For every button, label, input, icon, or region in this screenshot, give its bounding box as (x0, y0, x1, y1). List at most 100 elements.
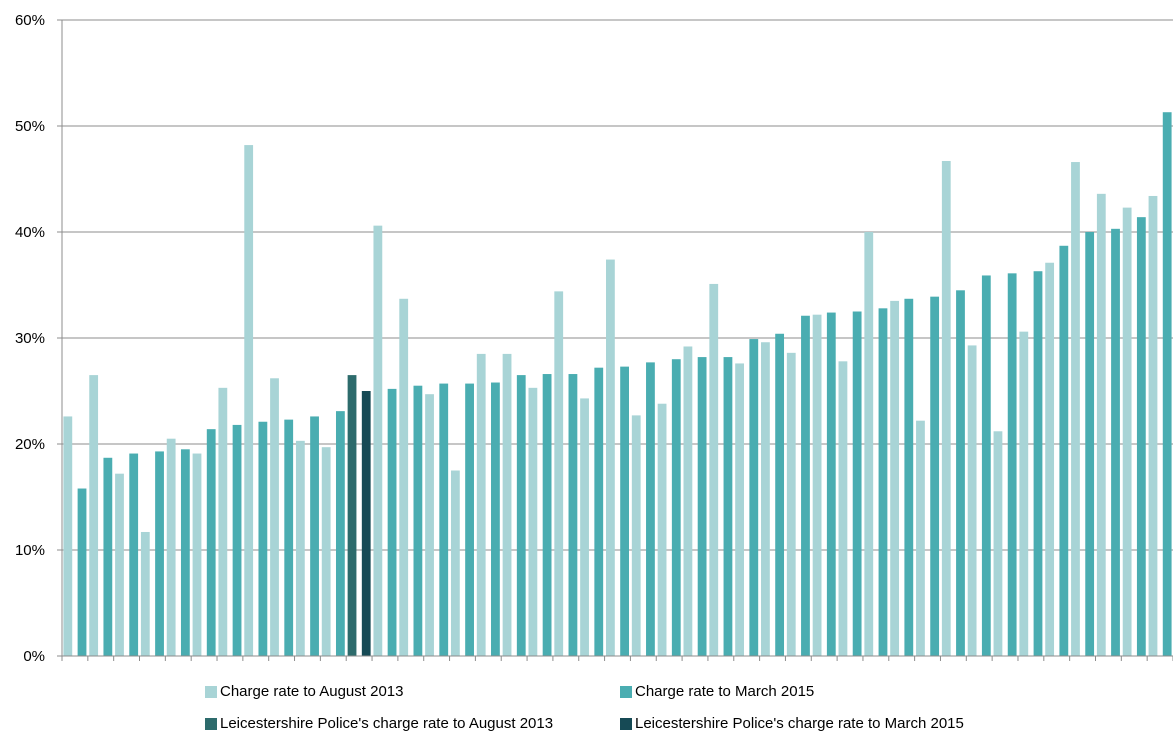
bar-august-2013 (631, 415, 641, 656)
bar-august-2013 (916, 420, 925, 656)
legend-swatch-march-2015 (620, 685, 632, 698)
bar-august-2013 (1045, 262, 1055, 656)
bar-august-2013 (373, 225, 383, 656)
bar-august-2013 (864, 232, 874, 656)
bar-march-2015 (697, 357, 707, 656)
bar-august-2013 (941, 160, 951, 657)
bar-march-2015 (542, 374, 552, 656)
bar-march-2015 (904, 298, 914, 656)
bar-march-2015 (749, 339, 759, 656)
y-tick-label: 20% (15, 436, 45, 453)
bar-august-2013 (270, 378, 279, 656)
bar-august-2013 (1019, 331, 1029, 656)
bar-march-2015 (594, 367, 604, 656)
bar-march-2015 (103, 457, 113, 656)
bar-august-2013 (735, 363, 744, 656)
bar-march-2015 (284, 419, 294, 656)
gridlines (62, 19, 1173, 551)
bar-august-2013 (399, 298, 409, 656)
bar-march-2015 (413, 385, 423, 656)
bar-march-2015 (129, 453, 139, 656)
bar-august-2013 (528, 387, 538, 656)
bar-march-2015 (620, 366, 629, 656)
bar-march-2015 (155, 451, 164, 656)
bar-august-2013 (683, 346, 693, 656)
bar-august-2013 (192, 453, 202, 656)
bar-august-2013 (890, 300, 900, 656)
bar-august-2013 (450, 470, 460, 656)
bar-august-2013 (580, 398, 589, 656)
legend-item-august-2013: Charge rate to August 2013 (205, 683, 403, 700)
legend-swatch-august-2013 (205, 685, 217, 698)
bar-leicestershire-march-2015 (361, 391, 371, 656)
bar-march-2015 (439, 383, 449, 656)
bar-august-2013 (709, 283, 719, 656)
legend-label-march-2015: Charge rate to March 2015 (635, 683, 815, 700)
bar-march-2015 (646, 362, 655, 656)
bar-march-2015 (1162, 112, 1172, 657)
bar-august-2013 (63, 416, 73, 656)
bar-march-2015 (801, 315, 810, 656)
bar-august-2013 (606, 259, 615, 656)
bar-march-2015 (465, 383, 474, 656)
bar-august-2013 (140, 531, 150, 656)
bar-march-2015 (826, 312, 836, 656)
bar-august-2013 (502, 353, 512, 656)
bar-august-2013 (1148, 195, 1158, 656)
y-tick-label: 60% (15, 12, 45, 29)
y-tick-label: 10% (15, 542, 45, 559)
bar-august-2013 (967, 345, 977, 656)
bar-march-2015 (1033, 271, 1043, 656)
legend-label-august-2013: Charge rate to August 2013 (220, 683, 404, 700)
bar-august-2013 (993, 431, 1003, 656)
bar-august-2013 (115, 473, 124, 656)
bar-august-2013 (218, 387, 228, 656)
legend-item-march-2015: Charge rate to March 2015 (620, 683, 814, 700)
bar-march-2015 (1136, 217, 1146, 656)
bar-august-2013 (812, 314, 822, 656)
y-tick-label: 0% (23, 648, 45, 665)
bar-march-2015 (516, 375, 526, 656)
legend-item-leicestershire-august-2013: Leicestershire Police's charge rate to A… (205, 715, 553, 732)
y-tick-label: 50% (15, 118, 45, 135)
bar-august-2013 (657, 403, 667, 656)
bar-march-2015 (232, 424, 242, 656)
bar-march-2015 (568, 374, 578, 656)
bar-leicestershire-august-2013 (347, 375, 357, 656)
bar-august-2013 (1122, 207, 1132, 656)
legend-label-leicestershire-august-2013: Leicestershire Police's charge rate to A… (220, 715, 554, 732)
bar-march-2015 (981, 275, 991, 656)
bar-august-2013 (89, 375, 99, 656)
bar-march-2015 (1059, 245, 1069, 656)
bar-august-2013 (321, 447, 331, 656)
bar-march-2015 (206, 429, 216, 656)
bar-march-2015 (491, 382, 500, 656)
bar-march-2015 (387, 388, 397, 656)
bar-march-2015 (723, 357, 733, 656)
bar-march-2015 (775, 333, 785, 656)
y-tick-label: 40% (15, 224, 45, 241)
bar-march-2015 (1111, 228, 1120, 656)
bar-august-2013 (761, 342, 770, 656)
bar-march-2015 (335, 411, 345, 656)
bar-march-2015 (671, 359, 681, 656)
bar-march-2015 (310, 416, 319, 656)
bar-march-2015 (1085, 232, 1095, 656)
bar-march-2015 (956, 290, 965, 656)
bar-march-2015 (852, 311, 862, 656)
bar-august-2013 (554, 291, 564, 656)
bar-march-2015 (180, 449, 190, 656)
legend-item-leicestershire-march-2015: Leicestershire Police's charge rate to M… (620, 715, 964, 732)
bar-august-2013 (1096, 193, 1106, 656)
bar-august-2013 (1071, 162, 1080, 657)
bar-august-2013 (476, 353, 486, 656)
bar-august-2013 (295, 440, 305, 656)
bar-march-2015 (878, 308, 888, 656)
bar-march-2015 (77, 488, 87, 656)
bar-march-2015 (1007, 273, 1017, 656)
axes: 0% 10% 20% 30% 40% 50% 60% (15, 12, 1173, 665)
legend-swatch-leicestershire-august-2013 (205, 717, 217, 730)
bar-august-2013 (838, 361, 848, 656)
legend-label-leicestershire-march-2015: Leicestershire Police's charge rate to M… (635, 715, 964, 732)
bar-march-2015 (930, 296, 940, 656)
